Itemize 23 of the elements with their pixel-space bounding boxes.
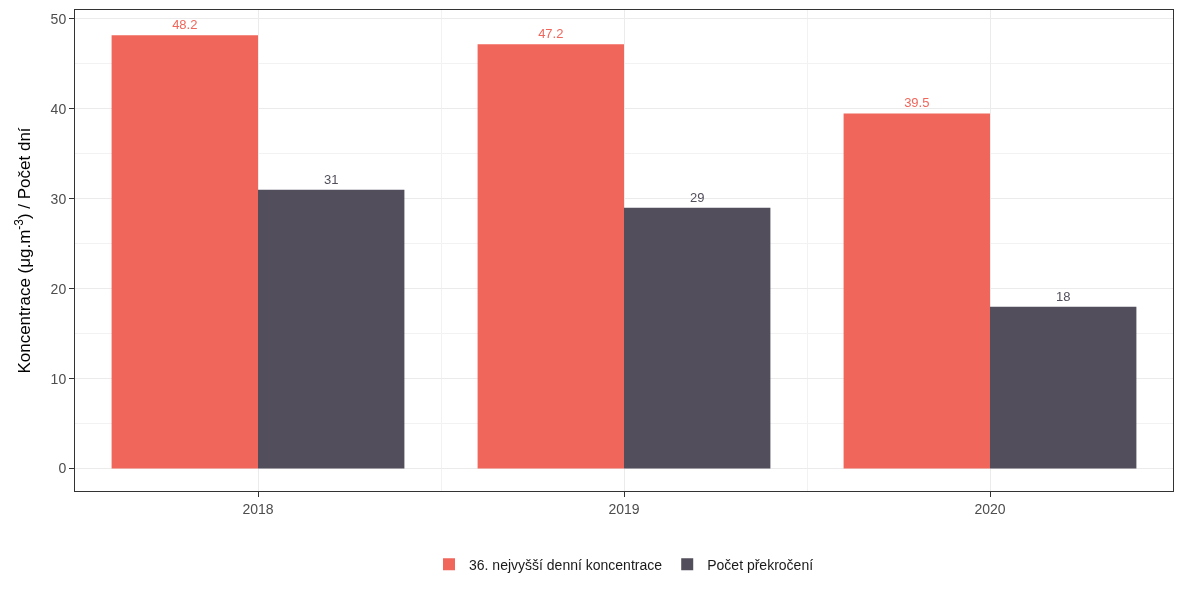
y-tick-label: 30 [50, 190, 67, 207]
legend-label: 36. nejvyšší denní koncentrace [469, 556, 663, 573]
y-tick-label: 40 [50, 100, 67, 117]
x-tick-label: 2020 [974, 500, 1006, 517]
data-label: 18 [1055, 288, 1071, 304]
data-label: 29 [689, 189, 705, 205]
y-tick-label: 50 [50, 10, 67, 27]
bar [258, 189, 405, 469]
bar [624, 207, 771, 469]
y-tick-label: 10 [50, 370, 67, 387]
x-tick-label: 2018 [242, 500, 274, 517]
bar [111, 35, 258, 469]
data-label: 48.2 [172, 17, 198, 33]
bar [477, 44, 624, 469]
y-tick-label: 0 [58, 460, 67, 477]
x-tick-label: 2019 [608, 500, 640, 517]
bar [990, 306, 1137, 469]
bar [843, 113, 990, 469]
data-label: 31 [323, 171, 339, 187]
data-label: 39.5 [904, 95, 930, 111]
legend-label: Počet překročení [707, 556, 814, 573]
data-label: 47.2 [538, 26, 564, 42]
y-tick-label: 20 [50, 280, 67, 297]
